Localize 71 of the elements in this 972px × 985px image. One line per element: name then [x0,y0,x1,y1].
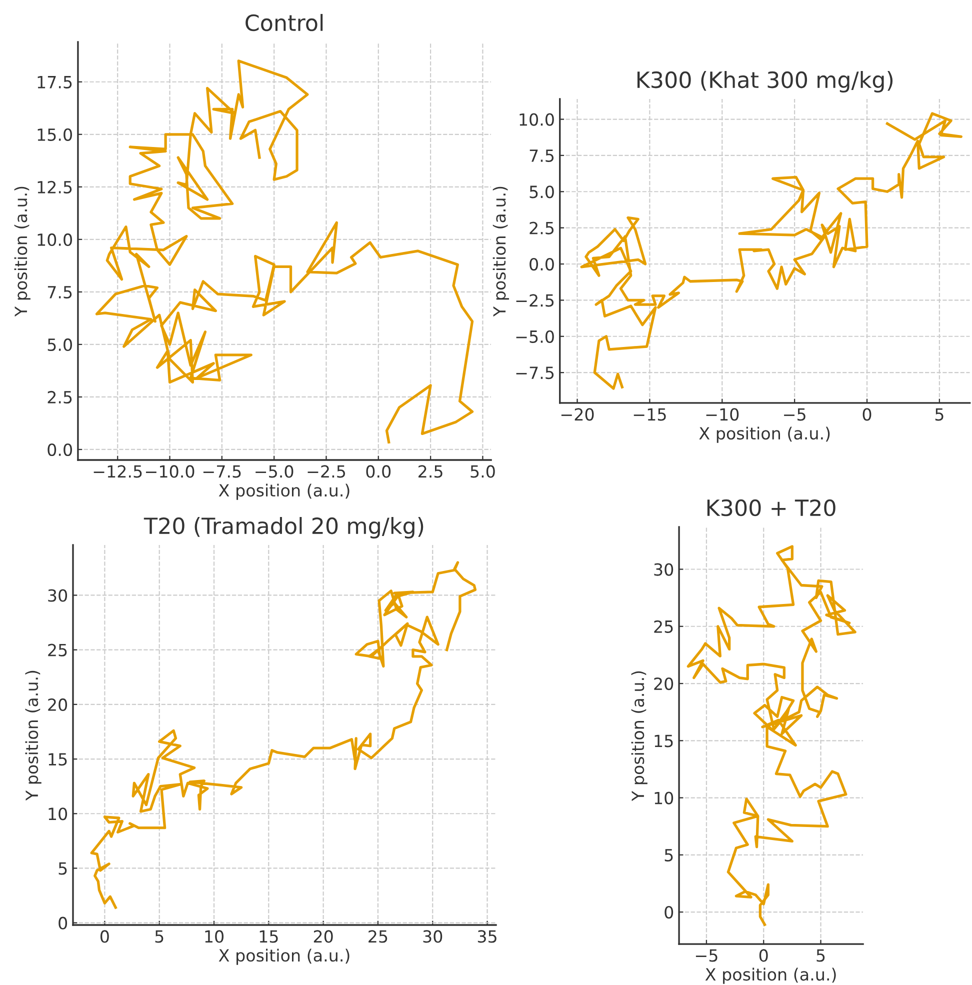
x-tick-label: 5 [155,930,164,943]
x-tick-label: −12.5 [94,465,142,478]
x-tick-label: 2.5 [418,465,442,478]
y-axis-title: Y position (a.u.) [631,671,648,802]
x-tick-label: 5.0 [470,465,495,478]
y-tick-label: 0.0 [530,258,554,271]
x-tick-label: −2.5 [308,465,346,478]
y-axis-title: Y position (a.u.) [25,670,42,801]
x-tick-label: 35 [478,930,496,943]
x-tick-label: 0 [100,930,109,943]
y-tick-label: 17.5 [38,76,72,88]
x-tick-label: 0.0 [366,465,391,478]
chart-title: Control [246,14,323,32]
y-tick-label: −5.0 [516,330,554,343]
y-tick-label: 2.5 [530,222,554,234]
y-tick-label: 7.5 [530,150,554,162]
y-axis-title: Y position (a.u.) [14,186,30,317]
x-tick-label: 30 [423,930,442,943]
y-tick-label: 5 [58,862,67,875]
y-tick-label: 0 [664,906,674,919]
y-tick-label: −7.5 [516,366,554,380]
x-axis-title: X position (a.u.) [218,484,350,500]
x-axis-title: X position (a.u.) [218,948,350,965]
y-tick-label: 10.0 [38,233,72,246]
y-tick-label: 12.5 [38,180,72,194]
y-tick-label: 15 [654,734,673,748]
y-tick-label: 2.5 [48,390,72,404]
y-tick-label: 5.0 [530,186,554,198]
y-tick-label: 15 [48,753,67,766]
y-tick-label: 5.0 [48,338,72,352]
x-axis-title: X position (a.u.) [699,426,830,443]
y-axis-title: Y position (a.u.) [492,186,509,317]
chart-title: T20 (Tramadol 20 mg/kg) [144,517,424,539]
x-tick-label: 5 [935,408,944,421]
chart-title: K300 + T20 [707,499,836,516]
y-tick-label: 30 [654,563,674,576]
y-tick-label: −2.5 [516,294,554,307]
x-tick-label: −5 [696,949,718,962]
x-tick-label: 15 [260,930,278,943]
y-tick-label: 25 [654,620,673,633]
x-tick-label: 5 [816,949,825,962]
x-axis-title: X position (a.u.) [705,968,836,984]
y-tick-label: 20 [654,677,674,690]
chart-title: K300 (Khat 300 mg/kg) [637,70,893,93]
x-tick-label: −20 [561,408,594,421]
x-tick-label: −10 [706,408,739,421]
x-tick-label: 0 [862,408,872,421]
y-tick-label: 7.5 [48,286,72,299]
y-tick-label: 30 [48,589,68,602]
y-tick-label: 25 [48,644,67,656]
y-tick-label: 15.0 [38,128,72,141]
y-tick-label: 10 [48,808,68,820]
x-tick-label: −10.0 [146,465,194,478]
x-tick-label: 25 [368,930,388,943]
x-tick-label: 0 [759,949,768,962]
y-tick-label: 10 [654,792,674,804]
line-series [686,545,856,926]
x-tick-label: −15 [634,408,666,421]
x-tick-label: −5 [784,408,806,421]
y-tick-label: 10.0 [520,113,554,126]
y-tick-label: 0.0 [48,443,72,456]
line-series [90,561,477,909]
y-tick-label: 20 [48,698,68,711]
x-tick-label: 10 [205,930,224,943]
line-series [580,112,962,390]
x-tick-label: −7.5 [203,465,241,478]
y-tick-label: 0 [58,916,68,930]
x-tick-label: 20 [314,930,333,943]
y-tick-label: 5 [664,849,673,862]
x-tick-label: −5.0 [256,465,294,478]
line-series [95,60,474,444]
